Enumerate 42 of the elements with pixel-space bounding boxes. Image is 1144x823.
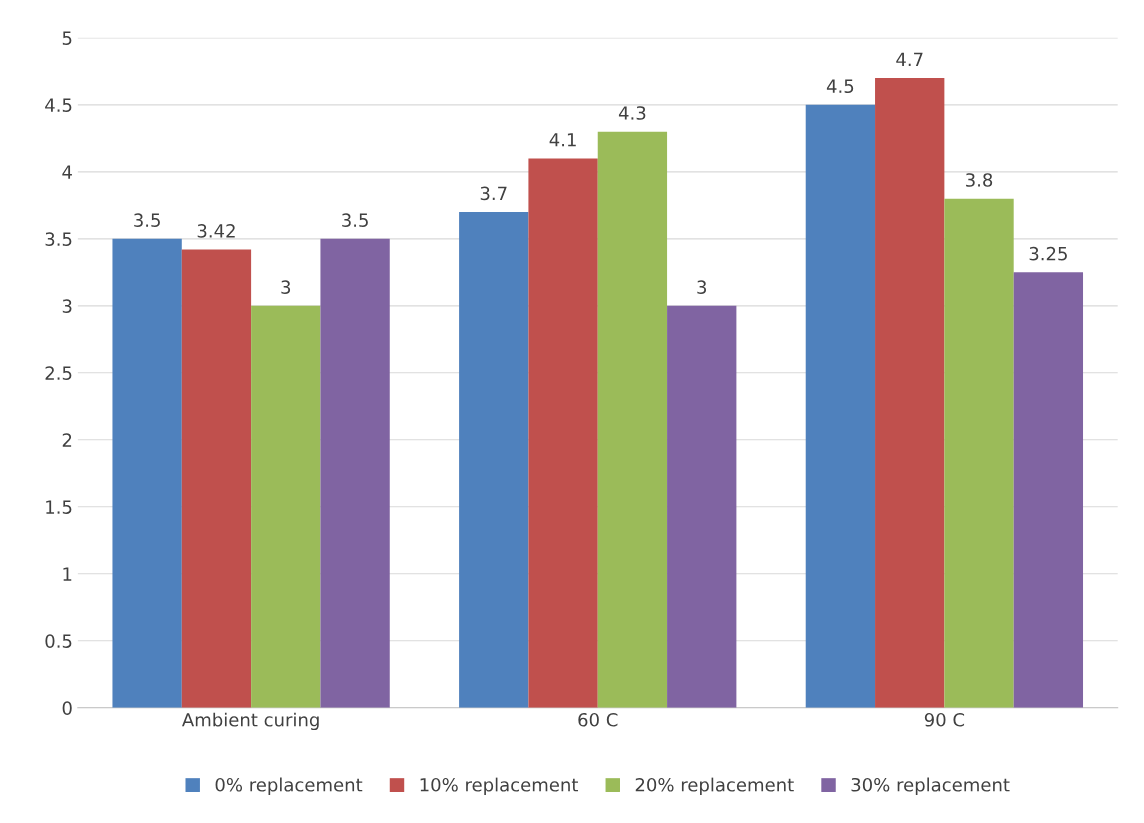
bar: [251, 305, 321, 708]
x-tick-label: Ambient curing: [182, 712, 319, 731]
data-label: 3.8: [966, 173, 993, 187]
data-label: 3.5: [342, 213, 368, 227]
bar: [528, 158, 598, 708]
data-label: 4.3: [618, 106, 646, 120]
data-label: 3: [281, 280, 291, 294]
bar: [181, 249, 252, 708]
y-tick-label: 5: [62, 31, 72, 45]
data-label: 4.7: [896, 52, 923, 66]
data-label: 3: [697, 280, 707, 294]
y-tick-label: 2.5: [45, 366, 72, 380]
legend-label: 10% replacement: [420, 777, 579, 796]
data-label: 3.7: [480, 186, 507, 201]
y-tick-label: 1: [63, 567, 72, 581]
data-label: 3.25: [1029, 246, 1067, 261]
data-label: 3.42: [197, 224, 235, 238]
x-tick-label: 90 C: [924, 712, 965, 727]
x-tick-label: 60 C: [578, 712, 618, 727]
legend-label: 30% replacement: [851, 777, 1010, 796]
bar: [597, 131, 668, 708]
data-label: 4.5: [826, 79, 854, 94]
bar: [875, 78, 945, 708]
y-tick-label: 3.5: [45, 232, 72, 246]
bar: [667, 305, 737, 708]
y-tick-label: 1.5: [46, 500, 72, 514]
bar: [805, 104, 876, 708]
bar: [944, 198, 1014, 708]
bar: [459, 212, 529, 708]
y-tick-label: 2: [62, 433, 72, 447]
data-label: 4.1: [549, 133, 576, 147]
y-tick-label: 3: [62, 299, 72, 313]
bar: [320, 238, 390, 708]
data-label: 3.5: [134, 213, 160, 227]
y-tick-label: 4.5: [45, 98, 72, 112]
bar: [1013, 272, 1084, 708]
legend-label: 20% replacement: [635, 777, 794, 796]
y-tick-label: 0: [62, 701, 72, 715]
bar: [112, 238, 182, 708]
y-tick-label: 4: [62, 165, 72, 179]
y-tick-label: 0.5: [45, 634, 72, 648]
legend-label: 0% replacement: [215, 777, 363, 796]
